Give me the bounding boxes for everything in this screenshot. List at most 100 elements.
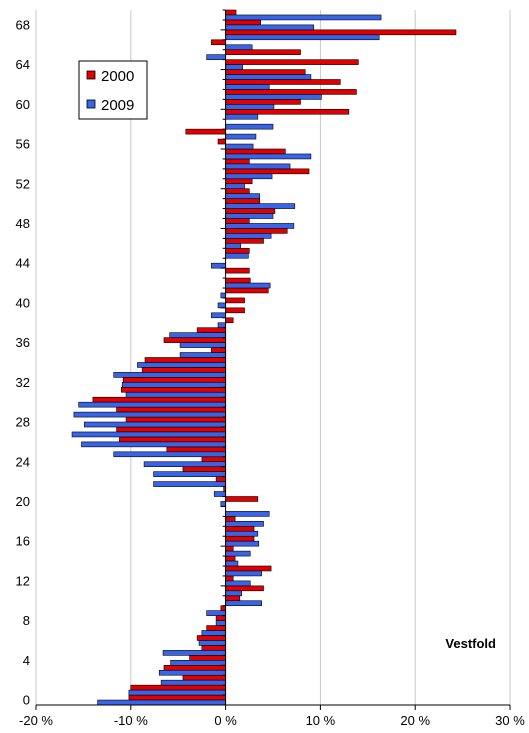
bar-2000-46	[225, 238, 264, 244]
y-tick-label: 40	[16, 295, 30, 310]
bar-2009-63	[225, 74, 312, 80]
bar-2000-17	[225, 525, 255, 532]
bar-2009-48	[225, 223, 295, 229]
bar-2009-51	[225, 193, 261, 199]
bar-2000-60	[225, 99, 301, 105]
bar-2000-0	[128, 694, 226, 701]
bar-2000-49	[225, 208, 276, 214]
bar-2009-9	[206, 610, 226, 616]
bar-2009-59	[225, 113, 259, 120]
bar-2000-5	[201, 645, 226, 651]
bar-2009-31	[125, 391, 226, 398]
bar-2009-27	[71, 431, 226, 438]
bar-2009-8	[215, 620, 226, 626]
y-tick-label: 48	[16, 216, 30, 231]
bar-2009-64	[225, 64, 243, 70]
bar-2000-51	[225, 188, 250, 194]
y-tick-label: 20	[16, 494, 30, 509]
bar-2009-2	[160, 679, 226, 686]
bar-2009-21	[213, 491, 226, 497]
y-tick-label: 16	[16, 534, 30, 549]
bar-2000-52	[225, 178, 253, 185]
bar-2009-5	[162, 650, 226, 656]
bar-2009-23	[153, 471, 226, 477]
bar-2000-50	[225, 198, 261, 204]
bar-2000-69	[225, 9, 237, 16]
bar-2000-43	[225, 267, 250, 274]
bar-2009-13	[225, 570, 262, 577]
bar-2009-58	[225, 123, 274, 130]
bar-2009-53	[225, 173, 273, 180]
bar-2000-53	[225, 168, 310, 175]
bar-2009-55	[225, 153, 312, 160]
bar-2000-29	[116, 406, 226, 413]
y-tick-label: 4	[23, 653, 30, 668]
bar-2009-60	[225, 104, 275, 110]
bar-2009-62	[225, 84, 270, 90]
y-tick-label: 68	[16, 17, 30, 32]
bar-2009-50	[225, 203, 296, 209]
bar-2009-16	[225, 540, 260, 547]
bar-2009-69	[225, 14, 382, 21]
bar-2000-62	[225, 79, 341, 85]
bar-2009-4	[170, 660, 226, 666]
bar-2009-52	[225, 183, 245, 190]
bar-2000-32	[122, 377, 226, 383]
bar-2000-63	[225, 69, 306, 75]
bar-2000-59	[225, 108, 350, 115]
bar-2000-4	[189, 655, 226, 661]
bar-2000-66	[211, 39, 226, 46]
bar-2009-39	[211, 312, 226, 319]
x-tick-label: -20 %	[19, 713, 53, 728]
legend-label-2000: 2000	[101, 68, 134, 85]
bar-2000-1	[130, 684, 226, 691]
bar-2009-0	[97, 699, 226, 706]
y-tick-label: 0	[23, 693, 30, 708]
y-tick-label: 28	[16, 415, 30, 430]
bar-2009-36	[179, 342, 226, 348]
x-tick-label: 0 %	[214, 713, 237, 728]
bar-2000-16	[225, 535, 255, 542]
bar-2000-23	[182, 466, 226, 472]
bar-2000-12	[225, 575, 234, 582]
bar-2000-37	[196, 327, 226, 333]
bar-2009-3	[158, 669, 226, 676]
bar-2009-67	[225, 34, 380, 41]
bar-2009-61	[225, 94, 322, 100]
bar-2009-44	[211, 262, 226, 269]
bar-2009-25	[113, 451, 226, 458]
bar-2009-40	[217, 302, 226, 309]
bars	[71, 9, 457, 706]
chart-title: Vestfold	[445, 636, 496, 651]
bar-2000-61	[225, 89, 357, 95]
bar-2009-19	[225, 511, 270, 517]
axes	[35, 9, 511, 710]
bar-2000-47	[225, 228, 288, 234]
x-tick-label: 10 %	[306, 713, 336, 728]
bar-2000-24	[201, 456, 226, 463]
bar-2000-9	[220, 605, 226, 611]
y-tick-label: 60	[16, 97, 30, 112]
bar-2000-34	[144, 357, 226, 363]
gridlines	[35, 10, 511, 705]
y-tick-label: 56	[16, 137, 30, 152]
bar-2000-68	[225, 19, 261, 26]
bar-2009-28	[84, 421, 226, 428]
bar-2009-45	[225, 252, 249, 259]
y-tick-label: 24	[16, 454, 30, 469]
bar-2000-28	[125, 416, 226, 423]
bar-2000-56	[217, 138, 226, 145]
bar-2009-17	[225, 530, 259, 537]
bar-2000-26	[119, 436, 226, 443]
bar-2000-20	[225, 496, 259, 502]
bar-2000-22	[215, 476, 226, 482]
bar-2009-30	[78, 401, 226, 408]
bar-2009-66	[225, 44, 253, 51]
bar-2000-3	[163, 664, 226, 671]
bar-2000-15	[225, 545, 234, 552]
bar-2000-14	[225, 555, 236, 562]
bar-2009-10	[225, 600, 262, 607]
bar-2009-54	[225, 163, 291, 170]
legend-swatch-2000	[86, 70, 96, 80]
